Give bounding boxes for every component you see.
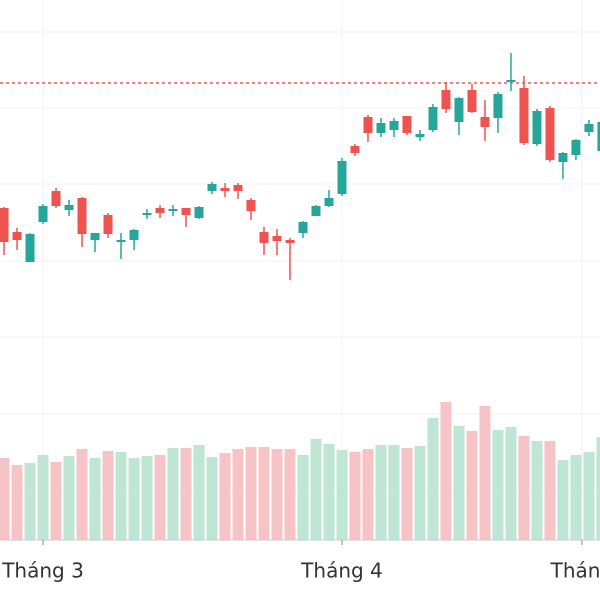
volume-bar <box>63 456 75 540</box>
volume-bar <box>50 462 62 540</box>
candle-body <box>51 191 61 206</box>
volume-bar <box>505 427 517 540</box>
volume-bar <box>167 448 179 540</box>
x-tick-label: Tháng <box>550 559 600 583</box>
candle-body <box>25 234 35 262</box>
candle-body <box>168 209 178 211</box>
volume-bar <box>141 456 153 540</box>
volume-bar <box>544 441 556 540</box>
candle-body <box>389 121 399 130</box>
candle-body <box>311 206 321 216</box>
volume-bar <box>414 446 426 540</box>
volume-bar <box>297 455 309 540</box>
volume-bar <box>440 402 452 540</box>
volume-bar <box>583 452 595 540</box>
volume-bar <box>492 430 504 540</box>
candle-body <box>103 215 113 234</box>
candle-body <box>506 80 516 82</box>
candle-body <box>181 208 191 215</box>
candle-body <box>571 140 581 155</box>
candle-body <box>415 134 425 137</box>
candle-body <box>38 206 48 222</box>
candle-body <box>324 198 334 206</box>
candle-body <box>207 184 217 191</box>
candle-body <box>376 123 386 133</box>
volume-bar <box>518 436 530 540</box>
candle-body <box>64 205 74 210</box>
volume-bar <box>102 451 114 540</box>
candle-body <box>129 230 139 240</box>
volume-bar <box>89 458 101 540</box>
candle-body <box>597 122 600 151</box>
volume-bar <box>206 457 218 540</box>
volume-bar <box>115 452 127 540</box>
volume-bar <box>453 426 465 540</box>
candle-body <box>480 117 490 127</box>
candle-body <box>363 117 373 133</box>
candle-body <box>194 207 204 218</box>
candle-body <box>259 232 269 243</box>
volume-bar <box>154 455 166 540</box>
candle-body <box>233 185 243 191</box>
volume-bar <box>401 448 413 540</box>
candle-body <box>519 88 529 143</box>
volume-bar <box>232 449 244 540</box>
volume-bar <box>349 452 361 540</box>
volume-bar <box>11 465 23 540</box>
volume-bar <box>180 448 192 540</box>
candle-body <box>545 108 555 160</box>
candle-body <box>77 198 87 234</box>
volume-bar <box>466 431 478 540</box>
volume-bar <box>0 458 10 540</box>
volume-bar <box>76 449 88 540</box>
candle-body <box>272 236 282 241</box>
volume-bar <box>245 447 257 540</box>
candle-body <box>0 208 9 242</box>
candle-body <box>298 222 308 233</box>
candle-body <box>584 124 594 132</box>
volume-bar <box>388 445 400 540</box>
volume-bar <box>219 453 231 540</box>
candle-body <box>155 208 165 213</box>
volume-bar <box>479 406 491 540</box>
candle-body <box>350 146 360 153</box>
volume-bar <box>323 444 335 540</box>
volume-bar <box>596 437 600 540</box>
candle-body <box>246 200 256 211</box>
x-tick-label: Tháng 3 <box>1 559 84 583</box>
volume-bar <box>570 455 582 540</box>
volume-bar <box>37 455 49 540</box>
volume-bar <box>128 458 140 540</box>
candle-body <box>532 111 542 144</box>
candle-body <box>116 240 126 242</box>
candle-body <box>467 90 477 112</box>
volume-bar <box>336 450 348 540</box>
candle-body <box>428 107 438 130</box>
volume-bar <box>284 449 296 540</box>
volume-bar <box>557 460 569 540</box>
candle-body <box>285 240 295 243</box>
candle-body <box>454 98 464 122</box>
volume-bar <box>258 447 270 540</box>
candle-body <box>493 94 503 118</box>
candle-body <box>558 153 568 162</box>
candle-body <box>12 232 22 240</box>
volume-bar <box>531 441 543 540</box>
volume-bar <box>271 449 283 540</box>
candle-body <box>402 116 412 133</box>
volume-bar <box>310 439 322 540</box>
x-tick-label: Tháng 4 <box>300 559 383 583</box>
candle-body <box>142 213 152 215</box>
candle-body <box>90 233 100 240</box>
volume-bar <box>24 463 36 540</box>
volume-bar <box>375 445 387 540</box>
volume-bar <box>427 418 439 540</box>
candle-body <box>220 188 230 191</box>
volume-bar <box>193 445 205 540</box>
candle-body <box>441 90 451 109</box>
candle-body <box>337 161 347 194</box>
volume-bar <box>362 449 374 540</box>
